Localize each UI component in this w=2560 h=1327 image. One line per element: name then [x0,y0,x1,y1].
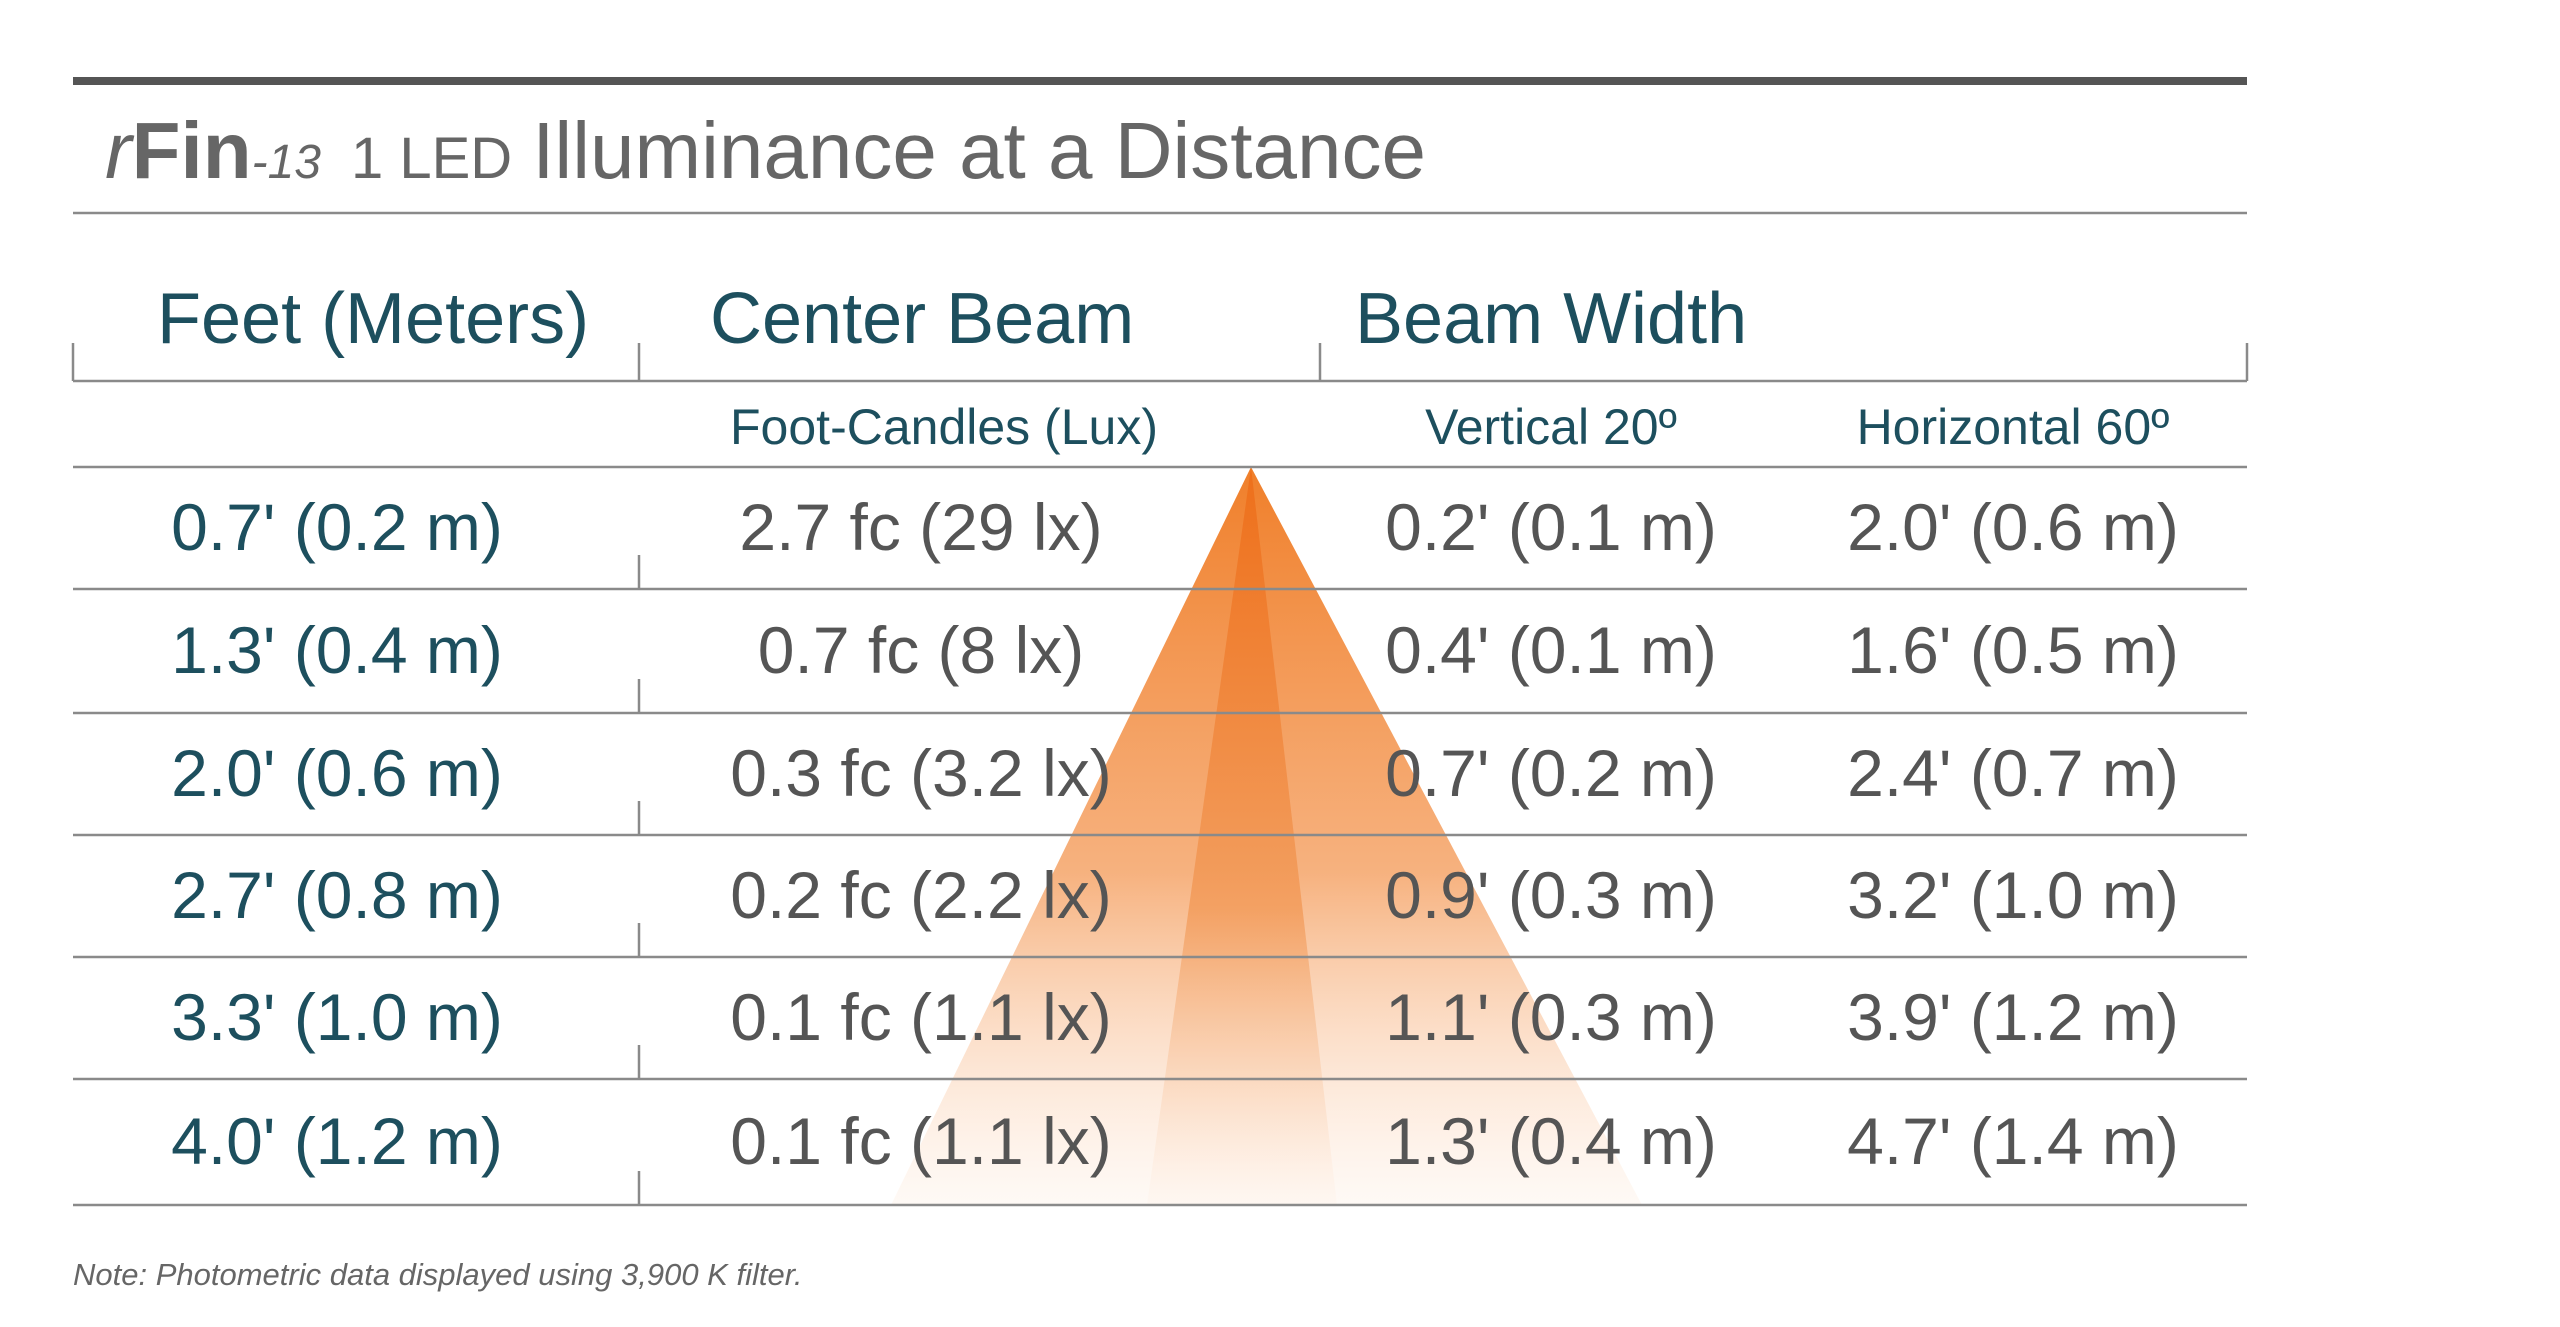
cell: 0.4' (0.1 m) [1385,613,1717,687]
cell: 2.0' (0.6 m) [171,736,503,810]
subheader: Horizontal 60º [1857,399,2170,455]
cell: 1.3' (0.4 m) [171,613,503,687]
header: Beam Width [1355,279,1747,359]
cell: 2.0' (0.6 m) [1847,490,2179,564]
cell: 1.6' (0.5 m) [1847,613,2179,687]
cell: 2.4' (0.7 m) [1847,736,2179,810]
cell: 4.7' (1.4 m) [1847,1104,2179,1178]
cell: 2.7' (0.8 m) [171,858,503,932]
title-text: Illuminance at a Distance [532,106,1426,195]
cell: 0.7' (0.2 m) [1385,736,1717,810]
note: Note: Photometric data displayed using 3… [73,1257,802,1292]
cell: 3.9' (1.2 m) [1847,980,2179,1054]
cell: 0.7 fc (8 lx) [758,613,1084,687]
title-brand: Fin [132,106,252,195]
cell: 3.2' (1.0 m) [1847,858,2179,932]
subheader: Vertical 20º [1425,399,1677,455]
cell: 0.2 fc (2.2 lx) [730,858,1111,932]
title-prefix: r [105,106,135,195]
cell: 0.1 fc (1.1 lx) [730,1104,1111,1178]
cell: 3.3' (1.0 m) [171,980,503,1054]
header: Center Beam [710,279,1134,359]
cell: 1.1' (0.3 m) [1385,980,1717,1054]
title-led: 1 LED [351,126,512,191]
cell: 0.7' (0.2 m) [171,490,503,564]
cell: 0.9' (0.3 m) [1385,858,1717,932]
cell: 0.1 fc (1.1 lx) [730,980,1111,1054]
cell: 0.2' (0.1 m) [1385,490,1717,564]
cell: 1.3' (0.4 m) [1385,1104,1717,1178]
header: Feet (Meters) [157,279,589,359]
table-body: 0.7' (0.2 m) 2.7 fc (29 lx) 0.2' (0.1 m) 2.… [73,490,2247,1207]
title: rFin-13 1 LED Illuminance at a Distance [105,106,1426,195]
title-model: -13 [252,136,322,189]
cell: 2.7 fc (29 lx) [739,490,1102,564]
cell: 4.0' (1.2 m) [171,1104,503,1178]
subheader: Foot-Candles (Lux) [730,399,1158,455]
cell: 0.3 fc (3.2 lx) [730,736,1111,810]
